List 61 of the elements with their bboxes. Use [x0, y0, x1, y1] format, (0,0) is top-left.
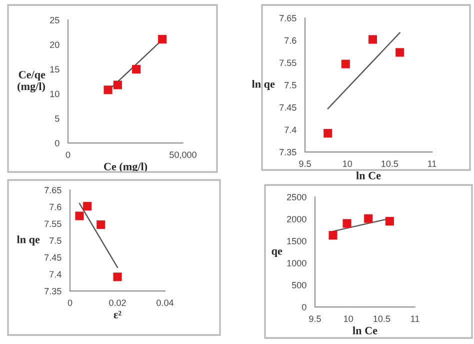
y-tick-label: 5: [55, 115, 60, 122]
point: [364, 214, 373, 223]
point: [96, 220, 106, 229]
y-tick-label: 7.55: [280, 60, 296, 66]
point: [132, 64, 141, 74]
y-tick-label: 1000: [287, 260, 306, 266]
y-tick-label: 7.35: [44, 288, 62, 294]
y-tick-label: 20: [50, 42, 60, 48]
x-tick-label: 11: [428, 160, 436, 167]
x-tick-label: 10.5: [382, 160, 398, 167]
point: [75, 212, 84, 220]
y-axis-title: Ce/qe (mg/l): [18, 70, 46, 92]
point: [368, 35, 378, 44]
point: [113, 272, 122, 282]
y-tick-label: 7.6: [50, 204, 62, 210]
point: [328, 231, 338, 240]
x-tick-label: 9.5: [299, 160, 311, 167]
y-tick-label: 7.45: [280, 104, 296, 111]
y-tick-label: 7.45: [44, 254, 62, 261]
y-tick-label: 0: [55, 140, 60, 146]
y-tick-label: 7.65: [280, 14, 296, 22]
y-tick-label: 7.35: [280, 148, 296, 156]
y-tick-label: 7.65: [44, 186, 62, 194]
y-tick-label: 1500: [287, 238, 306, 244]
y-tick-label: 7.4: [284, 126, 296, 133]
point: [342, 219, 352, 228]
y-tick-label: 2500: [287, 194, 306, 200]
y-tick-label: 15: [50, 66, 60, 73]
x-axis-title: ln Ce: [356, 172, 381, 180]
y-tick-label: 7.5: [50, 238, 62, 244]
y-tick-label: 7.6: [284, 37, 296, 44]
x-axis-title: Ce (mg/l): [104, 162, 148, 173]
y-tick-label: 7.4: [50, 271, 62, 278]
point: [396, 48, 404, 57]
point: [113, 80, 122, 90]
y-tick-label: 500: [292, 282, 306, 288]
y-axis-title: qe: [272, 249, 282, 258]
x-tick-label: 10: [344, 316, 353, 322]
point: [324, 128, 332, 138]
x-tick-label: 50,000: [170, 152, 196, 160]
y-tick-label: 2000: [287, 216, 306, 222]
y-tick-label: 25: [50, 16, 60, 24]
x-tick-label: 9.5: [309, 316, 321, 322]
point: [158, 34, 167, 44]
y-tick-label: 7.55: [44, 220, 62, 228]
point: [104, 86, 112, 94]
x-tick-label: 11: [411, 316, 420, 322]
point: [385, 216, 394, 226]
x-tick-label: 0: [68, 300, 72, 306]
y-axis-title: ln qe: [16, 235, 40, 246]
y-axis-title: ln qe: [252, 80, 275, 90]
point: [83, 202, 92, 210]
x-tick-label: 0.04: [156, 300, 174, 306]
y-tick-label: 7.5: [284, 82, 296, 88]
x-tick-label: 10.5: [374, 316, 390, 322]
point: [341, 60, 350, 68]
x-tick-label: 10: [343, 160, 352, 167]
x-axis-title: ln Ce: [352, 326, 378, 334]
x-tick-label: 0.02: [109, 300, 126, 306]
y-tick-label: 10: [50, 90, 60, 98]
x-axis-title: ε²: [114, 310, 122, 318]
